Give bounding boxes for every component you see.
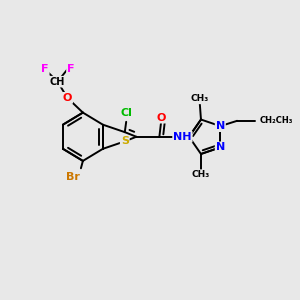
Text: Br: Br: [66, 172, 80, 182]
Text: CH: CH: [50, 77, 65, 87]
Text: NH: NH: [173, 132, 192, 142]
Text: N: N: [216, 121, 225, 131]
Text: S: S: [121, 136, 129, 146]
Text: F: F: [41, 64, 49, 74]
Text: CH₂CH₃: CH₂CH₃: [260, 116, 293, 125]
Text: F: F: [67, 64, 75, 74]
Text: CH₃: CH₃: [190, 94, 209, 103]
Text: N: N: [216, 142, 225, 152]
Text: O: O: [157, 112, 166, 123]
Text: O: O: [63, 93, 72, 103]
Text: Cl: Cl: [120, 108, 132, 118]
Text: CH₃: CH₃: [192, 170, 210, 179]
